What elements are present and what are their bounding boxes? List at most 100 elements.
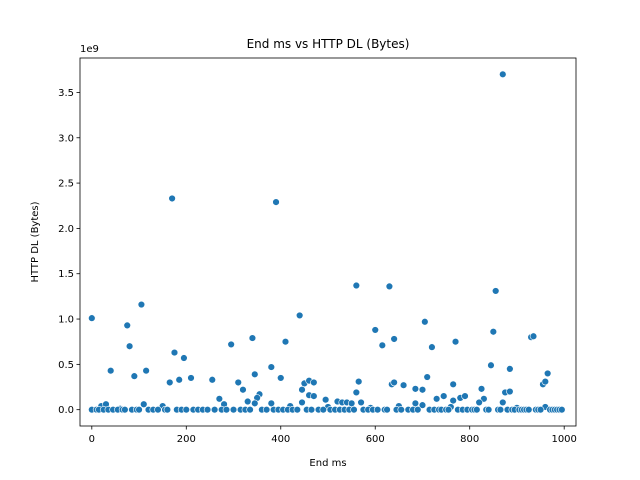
data-point-71 (321, 396, 330, 404)
x-tick-label: 400 (271, 434, 290, 445)
x-tick-label: 600 (366, 434, 385, 445)
data-point-29 (543, 369, 552, 378)
data-point-179 (525, 405, 533, 414)
data-point-77 (411, 399, 420, 408)
data-point-64 (506, 387, 514, 396)
data-point-110 (154, 405, 162, 414)
data-point-8 (295, 311, 304, 320)
data-point-34 (187, 374, 195, 382)
data-point-70 (298, 398, 306, 407)
x-axis-label: End ms (309, 458, 346, 469)
data-point-59 (440, 392, 448, 400)
data-point-10 (421, 318, 429, 326)
data-point-23 (170, 348, 179, 357)
y-axis-label: HTTP DL (Bytes) (30, 201, 41, 282)
y-tick-label: 2.0 (58, 224, 74, 235)
data-point-150 (383, 405, 391, 414)
data-point-50 (239, 386, 247, 394)
data-points (88, 70, 566, 414)
x-tick-label: 800 (460, 434, 479, 445)
y-tick-label: 2.5 (58, 179, 74, 190)
data-point-1 (168, 194, 176, 203)
data-point-80 (475, 398, 483, 407)
data-point-20 (378, 341, 387, 350)
data-point-4 (385, 282, 394, 291)
data-point-32 (142, 367, 150, 375)
data-point-167 (473, 405, 481, 414)
data-point-19 (227, 340, 235, 349)
data-point-134 (293, 405, 301, 414)
data-point-12 (489, 328, 498, 336)
data-point-22 (428, 343, 436, 351)
data-point-18 (281, 338, 290, 346)
data-point-85 (140, 400, 148, 408)
data-point-76 (357, 398, 365, 407)
data-point-53 (298, 386, 306, 394)
data-point-43 (390, 378, 398, 387)
data-point-49 (166, 378, 174, 387)
y-tick-label: 0.0 (58, 405, 74, 416)
data-point-40 (310, 378, 318, 387)
data-point-107 (135, 405, 143, 414)
y-tick-label: 0.5 (58, 360, 74, 371)
data-point-15 (248, 334, 257, 342)
data-point-171 (496, 405, 505, 414)
y-tick-label: 3.5 (58, 88, 74, 99)
data-point-119 (203, 405, 212, 414)
x-axis-ticks: 0 200 400 600 800 1000 (89, 426, 577, 445)
data-point-128 (262, 405, 271, 414)
data-point-78 (432, 395, 441, 403)
y-tick-label: 3.0 (58, 133, 74, 144)
data-point-45 (423, 373, 431, 381)
data-point-104 (121, 405, 129, 414)
data-point-69 (267, 399, 276, 408)
data-point-169 (484, 405, 493, 414)
data-point-6 (137, 300, 146, 309)
data-point-57 (411, 385, 420, 393)
data-point-112 (163, 405, 172, 414)
data-point-148 (373, 405, 382, 414)
data-point-27 (506, 365, 514, 373)
data-point-14 (529, 332, 538, 340)
data-point-58 (418, 386, 427, 394)
data-point-11 (371, 326, 379, 334)
data-point-48 (541, 377, 549, 386)
x-tick-label: 200 (177, 434, 196, 445)
data-point-56 (352, 388, 361, 397)
plot-area (79, 57, 577, 427)
data-point-21 (125, 342, 134, 350)
data-point-24 (180, 354, 188, 362)
data-point-81 (499, 398, 507, 407)
chart-title: End ms vs HTTP DL (Bytes) (247, 37, 410, 51)
data-point-16 (390, 335, 398, 343)
data-point-0 (499, 70, 507, 79)
data-point-155 (414, 405, 422, 414)
y-tick-label: 1.0 (58, 315, 74, 326)
data-point-66 (215, 395, 224, 403)
data-point-2 (272, 198, 280, 206)
data-point-161 (444, 405, 453, 414)
data-point-115 (182, 405, 190, 414)
y-multiplier-label: 1e9 (80, 44, 99, 55)
data-point-44 (399, 381, 408, 389)
data-point-41 (355, 377, 363, 386)
data-point-61 (461, 392, 469, 400)
x-tick-label: 0 (89, 434, 95, 445)
data-point-26 (267, 363, 276, 371)
data-point-92 (418, 401, 427, 409)
data-point-46 (449, 380, 457, 389)
data-point-25 (487, 361, 495, 369)
data-point-55 (310, 392, 318, 400)
y-tick-label: 1.5 (58, 269, 74, 280)
data-point-122 (222, 405, 231, 414)
data-point-7 (88, 314, 96, 322)
data-point-5 (492, 287, 500, 295)
data-point-67 (244, 397, 252, 406)
data-point-152 (397, 405, 405, 414)
x-tick-label: 1000 (551, 434, 576, 445)
data-point-31 (130, 372, 139, 380)
data-point-37 (277, 374, 285, 382)
data-point-126 (246, 405, 254, 414)
